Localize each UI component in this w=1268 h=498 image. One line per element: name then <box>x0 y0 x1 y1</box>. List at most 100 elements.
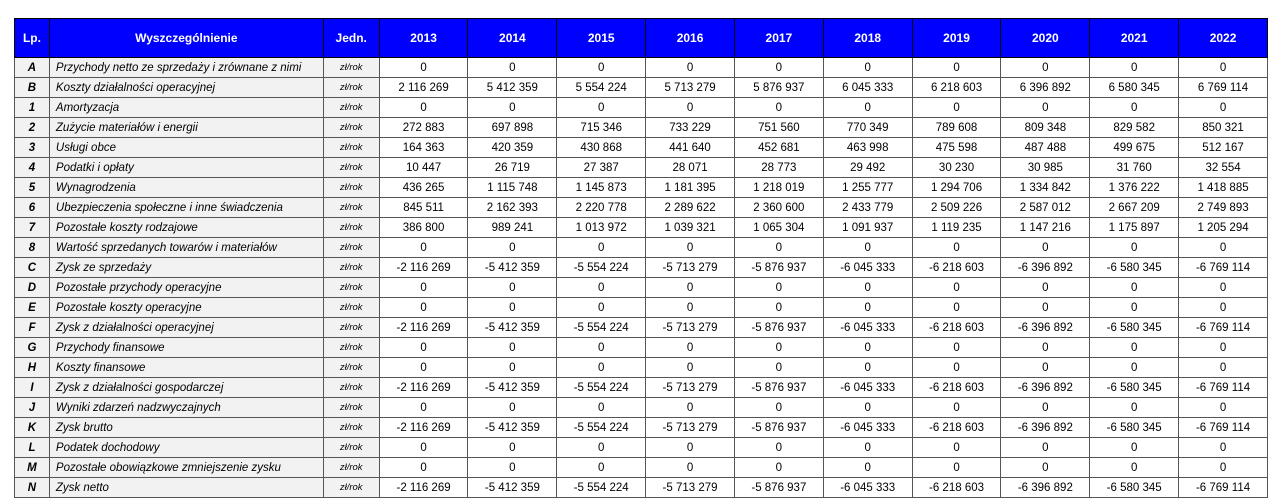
row-value: 0 <box>822 357 913 378</box>
row-value: 0 <box>645 397 735 418</box>
row-value: -5 554 224 <box>556 257 647 278</box>
row-value: -5 713 279 <box>645 477 735 498</box>
row-value: 0 <box>822 97 913 118</box>
row-lp: 8 <box>14 237 50 258</box>
row-unit: zł/rok <box>322 417 380 438</box>
row-value: 27 387 <box>556 157 647 178</box>
row-value: 487 488 <box>1000 137 1091 158</box>
header-year: 2015 <box>556 18 647 58</box>
row-name: Podatki i opłaty <box>48 157 324 178</box>
row-value: 0 <box>378 357 469 378</box>
row-value: -6 580 345 <box>1089 377 1180 398</box>
row-value: 0 <box>1089 337 1180 358</box>
row-value: 0 <box>1000 337 1091 358</box>
row-lp: C <box>14 257 50 278</box>
row-value: -5 876 937 <box>733 317 824 338</box>
row-value: 0 <box>911 97 1002 118</box>
row-value: 0 <box>1178 397 1268 418</box>
row-value: 0 <box>1089 237 1180 258</box>
row-value: -5 876 937 <box>733 477 824 498</box>
header-year: 2019 <box>911 18 1002 58</box>
row-value: 0 <box>911 337 1002 358</box>
row-value: 5 554 224 <box>556 77 647 98</box>
row-value: 2 360 600 <box>733 197 824 218</box>
table-row: I Zysk z działalności gospodarczej zł/rok -… <box>14 377 1268 398</box>
row-value: -6 396 892 <box>1000 317 1091 338</box>
row-value: -6 045 333 <box>822 417 913 438</box>
row-value: 0 <box>467 277 558 298</box>
row-unit: zł/rok <box>322 377 380 398</box>
row-name: Ubezpieczenia społeczne i inne świadczen… <box>48 197 324 218</box>
row-value: 6 769 114 <box>1178 77 1268 98</box>
row-name: Usługi obce <box>48 137 324 158</box>
row-value: 850 321 <box>1178 117 1268 138</box>
row-value: 1 115 748 <box>467 177 558 198</box>
row-value: -2 116 269 <box>378 417 469 438</box>
row-value: 1 255 777 <box>822 177 913 198</box>
row-value: 0 <box>911 57 1002 78</box>
row-value: 0 <box>822 237 913 258</box>
row-value: 6 396 892 <box>1000 77 1091 98</box>
row-value: 0 <box>822 277 913 298</box>
row-value: 0 <box>556 337 647 358</box>
row-value: -6 580 345 <box>1089 317 1180 338</box>
row-value: 0 <box>1000 457 1091 478</box>
row-unit: zł/rok <box>322 337 380 358</box>
row-value: 0 <box>1089 397 1180 418</box>
row-lp: B <box>14 77 50 98</box>
table-row: 7 Pozostałe koszty rodzajowe zł/rok 386 800… <box>14 217 1268 238</box>
row-name: Pozostałe obowiązkowe zmniejszenie zysku <box>48 457 324 478</box>
row-value: 1 218 019 <box>733 177 824 198</box>
row-lp: 5 <box>14 177 50 198</box>
row-value: -6 580 345 <box>1089 257 1180 278</box>
row-value: 0 <box>822 437 913 458</box>
header-name: Wyszczególnienie <box>48 18 324 58</box>
row-value: 0 <box>822 337 913 358</box>
row-value: 770 349 <box>822 117 913 138</box>
row-value: -6 769 114 <box>1178 317 1268 338</box>
row-name: Przychody finansowe <box>48 337 324 358</box>
row-value: 0 <box>1178 457 1268 478</box>
row-value: -6 218 603 <box>911 377 1002 398</box>
row-lp: M <box>14 457 50 478</box>
row-value: 0 <box>645 277 735 298</box>
row-value: 0 <box>467 397 558 418</box>
row-unit: zł/rok <box>322 257 380 278</box>
table-header-row: Lp. Wyszczególnienie Jedn. 2013 2014 201… <box>14 18 1268 58</box>
row-lp: J <box>14 397 50 418</box>
row-value: 430 868 <box>556 137 647 158</box>
row-value: 2 289 622 <box>645 197 735 218</box>
row-value: 0 <box>378 97 469 118</box>
row-value: 1 334 842 <box>1000 177 1091 198</box>
row-unit: zł/rok <box>322 137 380 158</box>
row-value: -6 218 603 <box>911 317 1002 338</box>
row-value: -5 412 359 <box>467 257 558 278</box>
table-row: 5 Wynagrodzenia zł/rok 436 265 1 115 748 1 14… <box>14 177 1268 198</box>
row-lp: K <box>14 417 50 438</box>
row-value: 0 <box>378 237 469 258</box>
row-value: 1 039 321 <box>645 217 735 238</box>
row-unit: zł/rok <box>322 57 380 78</box>
row-value: 2 667 209 <box>1089 197 1180 218</box>
row-value: 0 <box>378 297 469 318</box>
row-value: -6 769 114 <box>1178 377 1268 398</box>
table-row: 1 Amortyzacja zł/rok 0 0 0 0 0 0 0 0 0 0 <box>14 97 1268 118</box>
row-value: -5 713 279 <box>645 417 735 438</box>
row-value: 420 359 <box>467 137 558 158</box>
header-year: 2016 <box>645 18 735 58</box>
table-row: J Wyniki zdarzeń nadzwyczajnych zł/rok 0 0 0 0… <box>14 397 1268 418</box>
row-name: Zysk brutto <box>48 417 324 438</box>
row-value: 0 <box>1178 237 1268 258</box>
financial-table: Lp. Wyszczególnienie Jedn. 2013 2014 201… <box>14 18 1268 498</box>
row-value: -6 396 892 <box>1000 477 1091 498</box>
row-value: -5 554 224 <box>556 377 647 398</box>
header-year: 2022 <box>1178 18 1268 58</box>
table-row: L Podatek dochodowy zł/rok 0 0 0 0 0 0 0 0 0 0 <box>14 437 1268 458</box>
table-row: M Pozostałe obowiązkowe zmniejszenie zysk… <box>14 457 1268 478</box>
row-value: 0 <box>911 397 1002 418</box>
row-value: 0 <box>645 57 735 78</box>
table-row: A Przychody netto ze sprzedaży i zrównane… <box>14 57 1268 78</box>
row-value: 28 773 <box>733 157 824 178</box>
row-value: 2 509 226 <box>911 197 1002 218</box>
row-lp: 7 <box>14 217 50 238</box>
